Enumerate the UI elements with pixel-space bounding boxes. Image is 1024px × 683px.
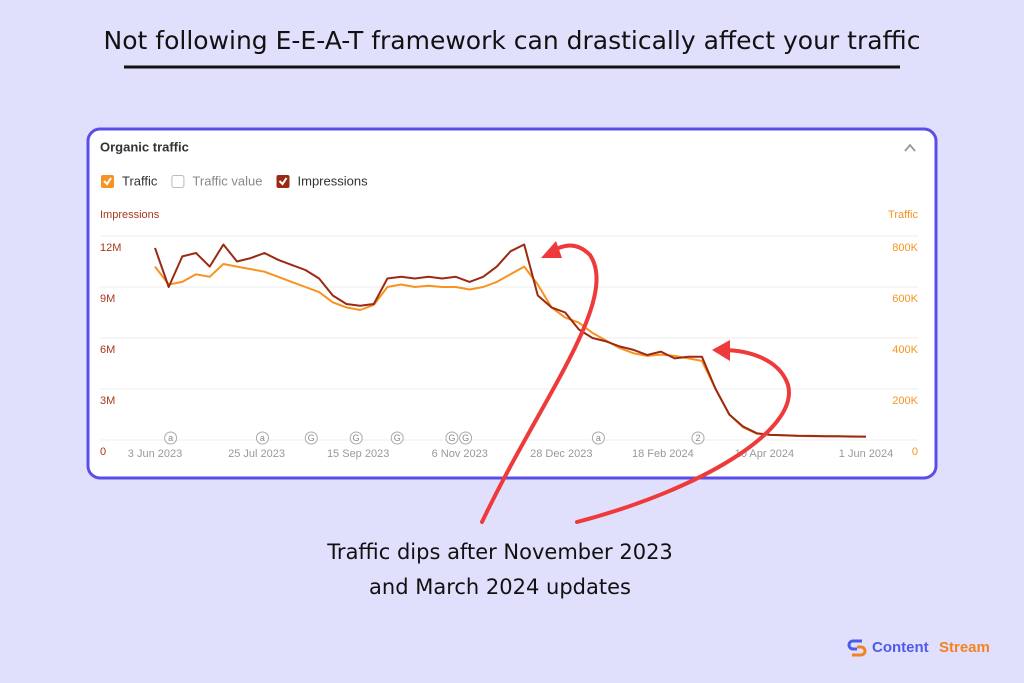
x-tick-label: 28 Dec 2023	[530, 448, 592, 460]
x-tick-label: 10 Apr 2024	[735, 448, 794, 460]
legend-checkbox	[171, 175, 185, 188]
event-marker[interactable]	[255, 431, 269, 445]
event-marker[interactable]	[349, 431, 363, 445]
event-marker[interactable]	[164, 431, 178, 445]
panel-title: Organic traffic	[100, 139, 189, 154]
chart-card	[86, 127, 938, 480]
arrow	[575, 348, 791, 524]
brand-name: Content	[872, 639, 929, 656]
event-marker[interactable]	[445, 431, 459, 445]
collapse-icon[interactable]	[904, 143, 916, 152]
brand-logo	[847, 639, 867, 657]
legend-label[interactable]: Traffic value	[192, 173, 262, 188]
event-marker[interactable]	[459, 431, 473, 445]
x-tick-label: 3 Jun 2023	[128, 448, 182, 460]
y2-tick-label: 800K	[892, 242, 918, 254]
event-marker[interactable]	[390, 431, 404, 445]
caption-line: and March 2024 updates	[369, 575, 631, 599]
legend-label[interactable]: Impressions	[298, 173, 369, 188]
plot: Traffic Traffic value Impressions 0 3M 6M 9M 12…	[100, 173, 919, 460]
event-label: a	[260, 433, 265, 443]
y2-tick-label: 600K	[892, 293, 918, 305]
x-tick-label: 25 Jul 2023	[228, 448, 285, 460]
y-tick-label: 0	[100, 446, 106, 458]
event-label: a	[596, 433, 601, 443]
event-label: a	[168, 433, 173, 443]
y-axis-title: Impressions	[100, 209, 160, 221]
event-label: G	[462, 433, 469, 443]
y2-axis-title: Traffic	[888, 209, 918, 221]
y2-tick-label: 200K	[892, 395, 918, 407]
arrow	[480, 243, 599, 524]
x-tick-label: 18 Feb 2024	[632, 448, 694, 460]
y2-tick-label: 0	[912, 446, 918, 458]
check-mark	[278, 177, 288, 186]
y-tick-label: 12M	[100, 242, 121, 254]
y2-tick-label: 400K	[892, 344, 918, 356]
x-tick-label: 6 Nov 2023	[432, 448, 488, 460]
event-marker[interactable]	[591, 431, 605, 445]
page-title: Not following E-E-A-T framework can dras…	[104, 26, 921, 55]
event-label: G	[394, 433, 401, 443]
event-label: G	[448, 433, 455, 443]
brand-name: Stream	[939, 639, 990, 656]
x-tick-label: 1 Jun 2024	[839, 448, 893, 460]
x-tick-label: 15 Sep 2023	[327, 448, 389, 460]
legend-label[interactable]: Traffic	[122, 173, 158, 188]
event-marker[interactable]	[691, 431, 705, 445]
arrowhead	[712, 340, 730, 361]
event-label: G	[308, 433, 315, 443]
caption-line: Traffic dips after November 2023	[326, 540, 673, 564]
y-tick-label: 9M	[100, 293, 115, 305]
arrowhead	[541, 241, 562, 258]
y-tick-label: 3M	[100, 395, 115, 407]
event-label: 2	[696, 433, 701, 443]
y-tick-label: 6M	[100, 344, 115, 356]
event-label: G	[353, 433, 360, 443]
check-mark	[103, 177, 112, 186]
series-line	[154, 243, 866, 438]
event-marker[interactable]	[304, 431, 318, 445]
